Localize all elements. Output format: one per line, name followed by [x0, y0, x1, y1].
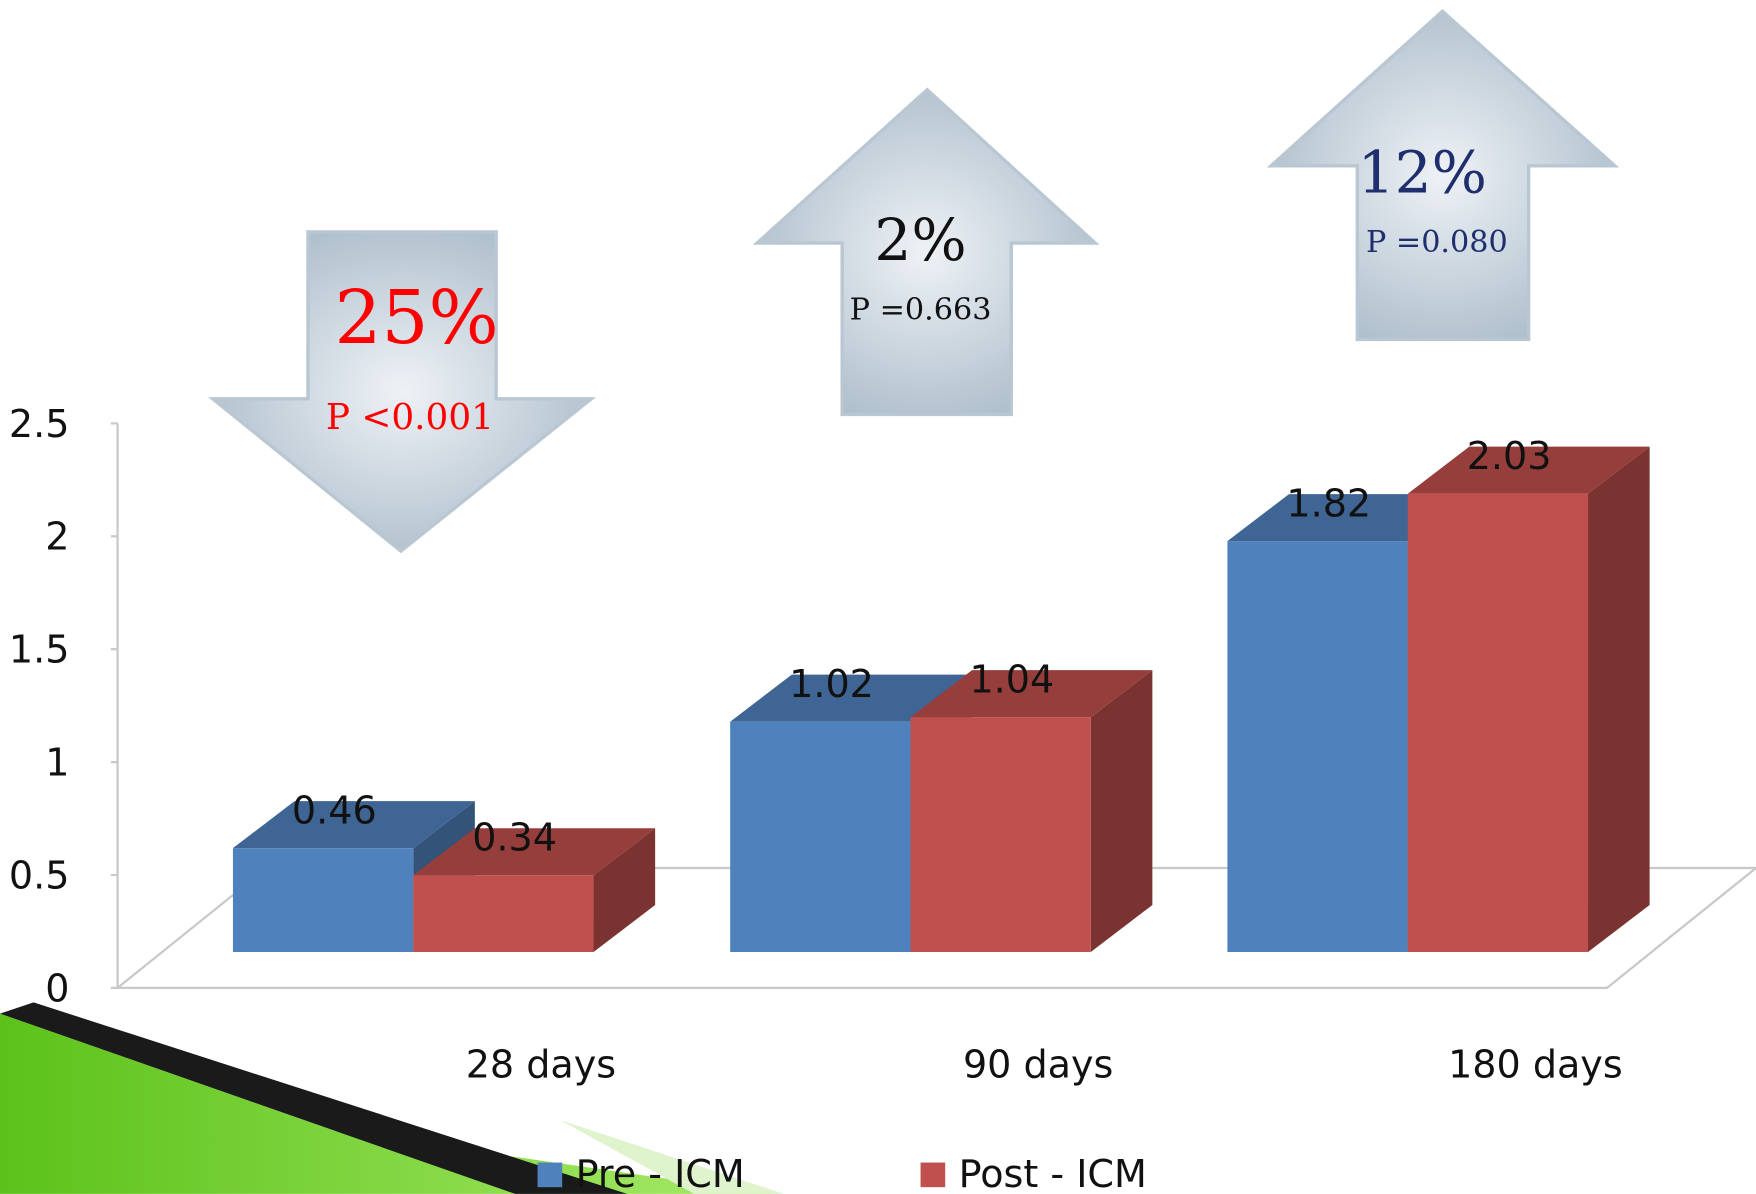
bar-front	[730, 722, 910, 952]
bar	[910, 670, 1152, 952]
value-label: 1.04	[969, 658, 1054, 702]
bar-front	[413, 875, 593, 952]
value-label: 0.46	[292, 789, 377, 833]
page: {"chart_data": {"type": "bar3d", "catego…	[0, 0, 1756, 1194]
annotation-p: P <0.001	[326, 397, 494, 438]
annotation-p: P =0.663	[850, 292, 992, 327]
bar-front	[910, 717, 1090, 952]
bar	[1408, 447, 1650, 952]
y-tick-label: 0	[45, 966, 69, 1010]
bar-side	[1588, 447, 1650, 952]
value-label: 1.82	[1286, 481, 1371, 525]
value-label: 0.34	[472, 816, 557, 860]
x-tick-label: 180 days	[1448, 1042, 1623, 1086]
y-tick-label: 1	[45, 741, 69, 785]
x-tick-label: 28 days	[466, 1042, 616, 1086]
y-tick-label: 0.5	[9, 853, 70, 897]
chart: 25% P <0.001 2% P =0.663 12% P =0.080 0 0…	[0, 0, 1756, 1194]
bar-side	[1091, 670, 1153, 952]
value-label: 1.02	[789, 662, 874, 706]
legend-swatch	[538, 1163, 563, 1188]
bar-front	[233, 848, 413, 952]
plot	[233, 447, 1650, 952]
annotation-change: 2%	[874, 206, 966, 274]
y-tick-label: 2	[45, 515, 69, 559]
bar-front	[1227, 541, 1407, 952]
legend-label: Pre - ICM	[576, 1152, 745, 1194]
bar-front	[1408, 494, 1588, 952]
annotation-change: 25%	[334, 275, 498, 361]
value-label: 2.03	[1467, 434, 1552, 478]
legend-label: Post - ICM	[959, 1152, 1147, 1194]
x-tick-label: 90 days	[963, 1042, 1113, 1086]
annotation-change: 12%	[1358, 139, 1487, 207]
y-tick-label: 1.5	[9, 628, 70, 672]
legend-swatch	[921, 1163, 946, 1188]
y-tick-label: 2.5	[9, 402, 70, 446]
annotation-p: P =0.080	[1366, 225, 1508, 260]
